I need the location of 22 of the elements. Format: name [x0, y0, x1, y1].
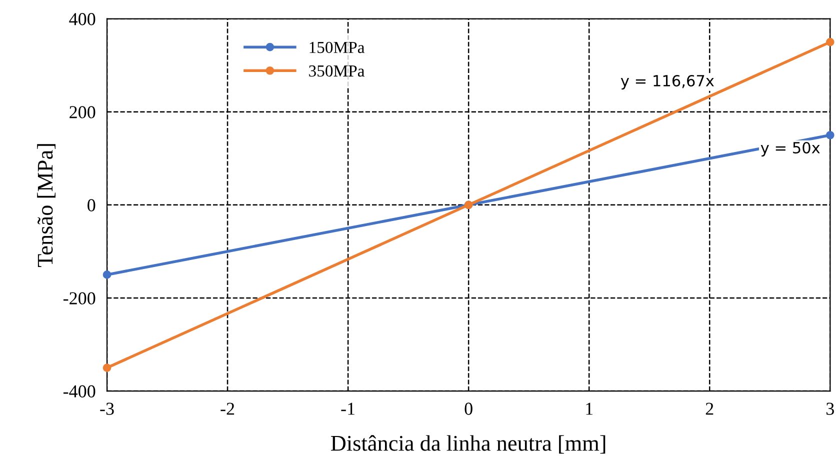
x-tick-label: 3	[826, 402, 834, 415]
y-tick-label: 200	[70, 106, 96, 118]
point	[102, 270, 112, 279]
y-axis-title: Tensão [MPa]	[37, 144, 56, 267]
x-tick-label: -3	[100, 402, 114, 415]
x-tick-label: 0	[464, 402, 472, 415]
point	[826, 38, 834, 46]
x-tick-label: 1	[586, 402, 593, 415]
annotation: y = 50x	[760, 142, 820, 156]
point	[102, 364, 112, 372]
y-tick-label: -200	[63, 292, 96, 304]
y-tick-label: 400	[69, 13, 96, 26]
y-tick-label: 0	[88, 199, 96, 212]
point	[826, 130, 834, 140]
y-tick-label: -400	[63, 385, 96, 398]
annotation: y = 116,67x	[620, 74, 714, 90]
x-axis-title: Distância da linha neutra [mm]	[330, 435, 606, 454]
x-tick-label: -2	[220, 402, 234, 415]
legend-label: 350MPa	[309, 65, 365, 77]
legend-label: 150MPa	[310, 42, 365, 54]
x-tick-label: 2	[706, 402, 714, 415]
x-tick-label: -1	[341, 402, 354, 415]
